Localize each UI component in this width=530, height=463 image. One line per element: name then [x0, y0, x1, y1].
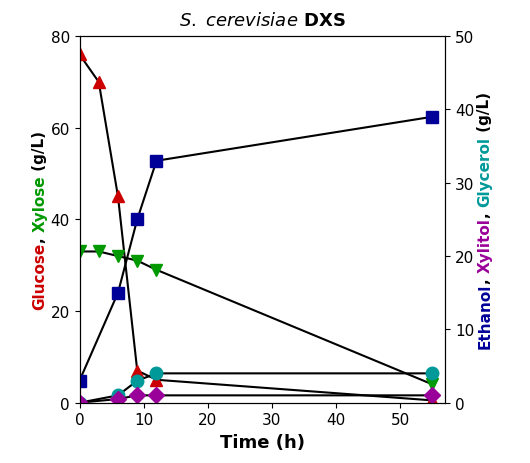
Text: Ethanol: Ethanol: [478, 283, 492, 348]
Title: $\it{S.\ cerevisiae}$ DXS: $\it{S.\ cerevisiae}$ DXS: [179, 12, 346, 30]
Text: Xylitol: Xylitol: [478, 217, 492, 272]
Text: (g/L): (g/L): [478, 92, 492, 137]
Text: ,: ,: [478, 272, 492, 283]
Text: ,: ,: [478, 206, 492, 217]
Text: ,: ,: [32, 232, 47, 243]
Text: Glucose: Glucose: [32, 243, 47, 310]
X-axis label: Time (h): Time (h): [220, 433, 305, 451]
Text: Glycerol: Glycerol: [478, 137, 492, 206]
Text: Xylose: Xylose: [32, 175, 47, 232]
Text: (g/L): (g/L): [32, 130, 47, 175]
